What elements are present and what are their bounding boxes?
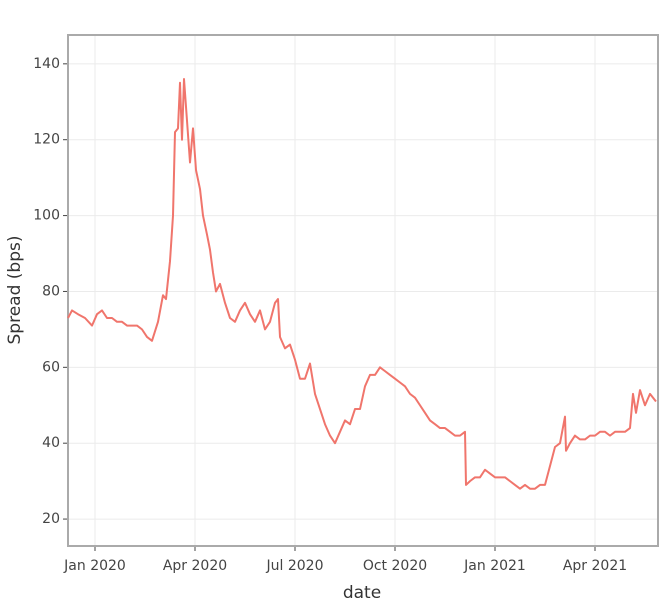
x-tick-label: Apr 2020	[163, 558, 227, 574]
y-axis-title: Spread (bps)	[5, 236, 25, 345]
x-tick-label: Jan 2021	[463, 558, 526, 574]
line	[67, 78, 657, 490]
y-tick-label: 60	[42, 359, 60, 375]
y-tick-label: 20	[42, 511, 60, 527]
y-tick-label: 40	[42, 435, 60, 451]
plot-border	[67, 34, 659, 547]
y-tick-label: 120	[33, 132, 60, 148]
x-tick-label: Oct 2020	[363, 558, 427, 574]
y-tick-label: 80	[42, 283, 60, 299]
y-tick-label: 140	[33, 56, 60, 72]
x-axis-title: date	[343, 583, 381, 603]
x-tick-label: Apr 2021	[563, 558, 627, 574]
x-tick-label: Jul 2020	[266, 558, 324, 574]
x-tick-label: Jan 2020	[63, 558, 126, 574]
y-tick-label: 100	[33, 208, 60, 224]
